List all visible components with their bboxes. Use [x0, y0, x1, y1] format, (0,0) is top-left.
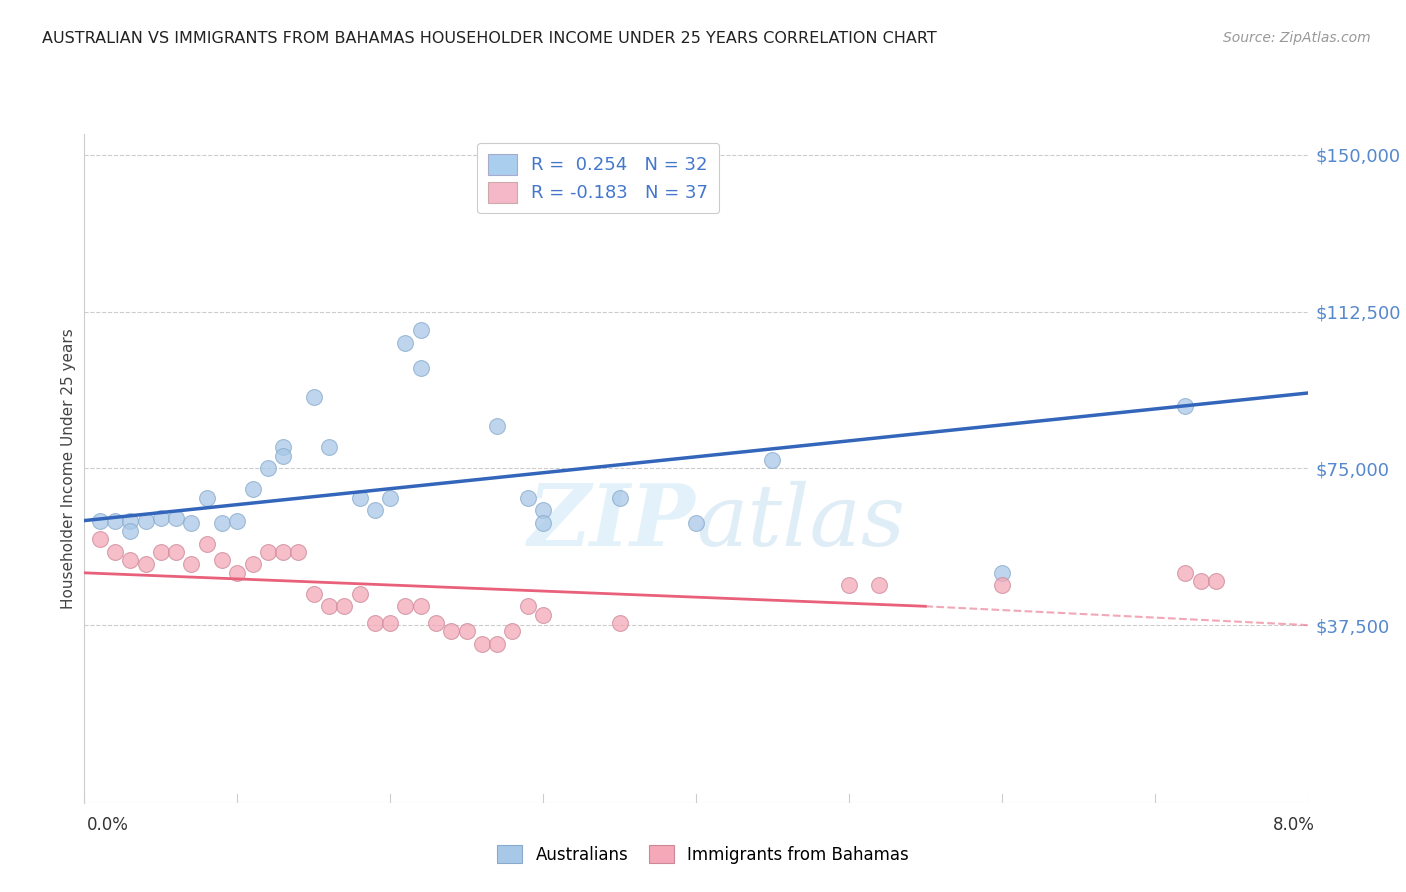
Point	[120, 514, 142, 528]
Text: 8.0%: 8.0%	[1272, 816, 1315, 834]
Point	[242, 482, 264, 496]
Point	[440, 624, 463, 639]
Point	[120, 553, 142, 567]
Point	[531, 516, 554, 530]
Point	[531, 607, 554, 622]
Text: 0.0%: 0.0%	[87, 816, 129, 834]
Point	[456, 624, 478, 639]
Point	[394, 335, 416, 350]
Point	[271, 449, 294, 463]
Point	[271, 545, 294, 559]
Point	[1174, 399, 1197, 413]
Point	[257, 461, 280, 475]
Point	[302, 587, 325, 601]
Point	[1205, 574, 1227, 589]
Point	[318, 599, 340, 614]
Point	[991, 566, 1014, 580]
Point	[226, 566, 249, 580]
Point	[349, 587, 371, 601]
Point	[502, 624, 524, 639]
Point	[531, 503, 554, 517]
Point	[349, 491, 371, 505]
Point	[409, 599, 432, 614]
Point	[409, 323, 432, 337]
Point	[104, 545, 127, 559]
Point	[226, 514, 249, 528]
Point	[180, 558, 202, 572]
Point	[318, 441, 340, 455]
Point	[135, 558, 157, 572]
Point	[1174, 566, 1197, 580]
Point	[287, 545, 309, 559]
Point	[380, 491, 402, 505]
Point	[135, 514, 157, 528]
Point	[609, 615, 631, 630]
Point	[120, 524, 142, 538]
Point	[149, 545, 172, 559]
Legend: Australians, Immigrants from Bahamas: Australians, Immigrants from Bahamas	[491, 838, 915, 871]
Point	[89, 514, 111, 528]
Point	[211, 553, 233, 567]
Point	[257, 545, 280, 559]
Point	[364, 615, 387, 630]
Point	[302, 390, 325, 404]
Point	[409, 361, 432, 376]
Point	[165, 545, 187, 559]
Point	[869, 578, 891, 592]
Point	[471, 637, 494, 651]
Point	[486, 637, 509, 651]
Point	[271, 441, 294, 455]
Point	[195, 536, 218, 550]
Text: ZIP: ZIP	[529, 480, 696, 564]
Y-axis label: Householder Income Under 25 years: Householder Income Under 25 years	[60, 328, 76, 608]
Point	[394, 599, 416, 614]
Point	[685, 516, 707, 530]
Text: AUSTRALIAN VS IMMIGRANTS FROM BAHAMAS HOUSEHOLDER INCOME UNDER 25 YEARS CORRELAT: AUSTRALIAN VS IMMIGRANTS FROM BAHAMAS HO…	[42, 31, 936, 46]
Text: atlas: atlas	[696, 481, 905, 563]
Point	[333, 599, 356, 614]
Legend: R =  0.254   N = 32, R = -0.183   N = 37: R = 0.254 N = 32, R = -0.183 N = 37	[477, 143, 718, 213]
Point	[380, 615, 402, 630]
Point	[486, 419, 509, 434]
Point	[104, 514, 127, 528]
Point	[516, 599, 538, 614]
Point	[991, 578, 1014, 592]
Point	[425, 615, 447, 630]
Point	[516, 491, 538, 505]
Point	[761, 453, 783, 467]
Point	[838, 578, 860, 592]
Point	[195, 491, 218, 505]
Point	[211, 516, 233, 530]
Point	[609, 491, 631, 505]
Point	[364, 503, 387, 517]
Point	[89, 533, 111, 547]
Point	[149, 511, 172, 525]
Point	[1189, 574, 1212, 589]
Text: Source: ZipAtlas.com: Source: ZipAtlas.com	[1223, 31, 1371, 45]
Point	[165, 511, 187, 525]
Point	[180, 516, 202, 530]
Point	[242, 558, 264, 572]
